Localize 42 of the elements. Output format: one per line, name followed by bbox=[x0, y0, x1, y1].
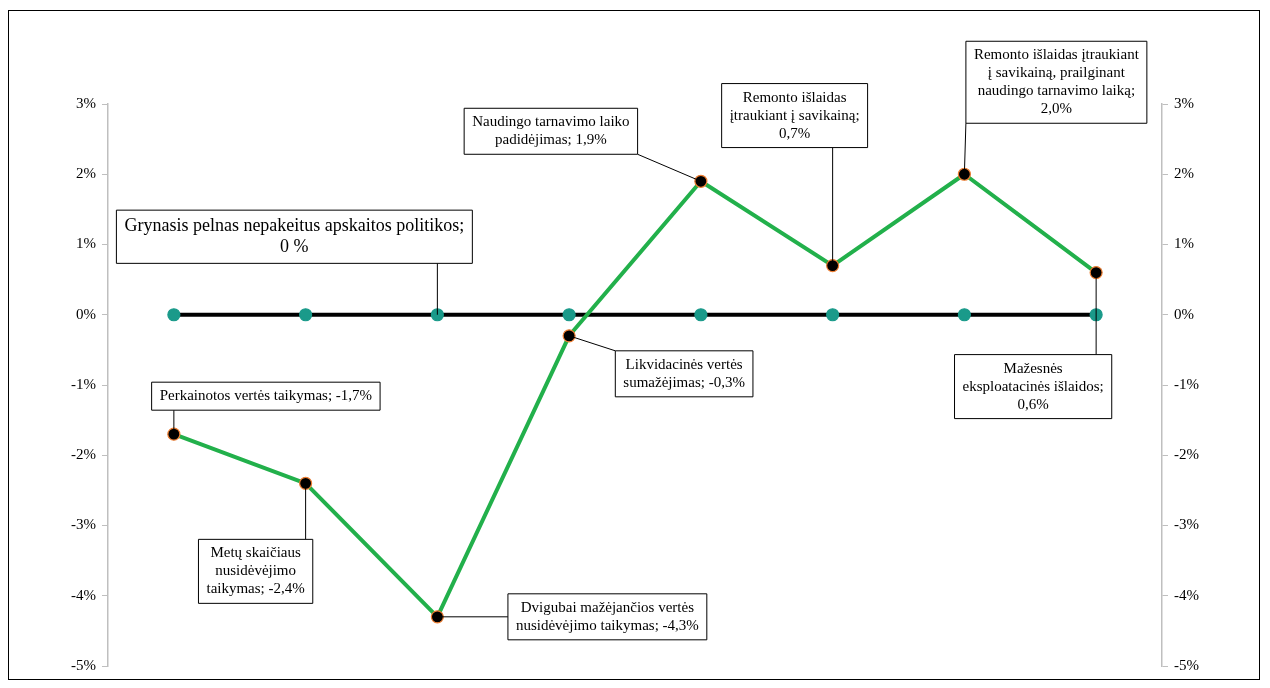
point bbox=[694, 308, 708, 322]
y2-tick-label: -3% bbox=[1174, 516, 1200, 533]
point bbox=[299, 308, 313, 322]
y-tick-label: 1% bbox=[75, 235, 96, 252]
point bbox=[826, 258, 840, 273]
point bbox=[562, 308, 576, 322]
point bbox=[430, 610, 444, 624]
data-label: Metų skaičiaus nusidėvėjimo taikymas; -2,4% bbox=[206, 544, 305, 597]
y2-tick-label: 0% bbox=[1174, 305, 1195, 322]
point bbox=[1089, 266, 1103, 280]
data-label: Remonto išlaidas įtraukiant į savikainą; 0,7% bbox=[729, 88, 860, 141]
data-label: Dvigubai mažėjančios vertės nusidėvėjimo taikymas; -4,3% bbox=[515, 598, 699, 633]
point bbox=[957, 167, 971, 181]
data-label: Likvidacinės vertės sumažėjimas; -0,3% bbox=[623, 355, 745, 390]
point bbox=[694, 174, 708, 188]
y2-tick-label: -4% bbox=[1174, 586, 1200, 603]
y2-tick-label: 3% bbox=[1174, 94, 1195, 111]
point bbox=[562, 329, 576, 343]
y-tick-label: -2% bbox=[70, 446, 96, 463]
y-tick-label: -3% bbox=[70, 516, 96, 533]
y-tick-label: -5% bbox=[70, 656, 96, 673]
y-tick-label: 2% bbox=[75, 165, 96, 182]
y2-tick-label: -1% bbox=[1174, 375, 1200, 392]
point bbox=[167, 308, 181, 322]
data-label: Remonto išlaidas įtraukiant į savikainą, prailginant naudingo tarnavimo laiką; 2,0% bbox=[973, 46, 1140, 117]
y2-tick-label: 2% bbox=[1174, 165, 1195, 182]
point bbox=[957, 308, 971, 322]
y-tick-label: -1% bbox=[70, 375, 96, 392]
point bbox=[826, 308, 840, 322]
point bbox=[430, 308, 444, 322]
data-label: Grynasis pelnas nepakeitus apskaitos politikos; 0 % bbox=[124, 214, 465, 257]
point bbox=[299, 476, 313, 490]
y-tick-label: -4% bbox=[70, 586, 96, 603]
data-label: Mažesnės eksploatacinės išlaidos; 0,6% bbox=[962, 359, 1104, 412]
y-tick-label: 3% bbox=[75, 94, 96, 111]
point bbox=[167, 427, 181, 441]
y2-tick-label: 1% bbox=[1174, 235, 1195, 252]
data-label: Naudingo tarnavimo laiko padidėjimas; 1,9% bbox=[472, 113, 630, 148]
y2-tick-label: -2% bbox=[1174, 446, 1200, 463]
data-label: Perkainotos vertės taikymas; -1,7% bbox=[159, 387, 373, 404]
y2-tick-label: -5% bbox=[1174, 656, 1200, 673]
y-tick-label: 0% bbox=[75, 305, 96, 322]
